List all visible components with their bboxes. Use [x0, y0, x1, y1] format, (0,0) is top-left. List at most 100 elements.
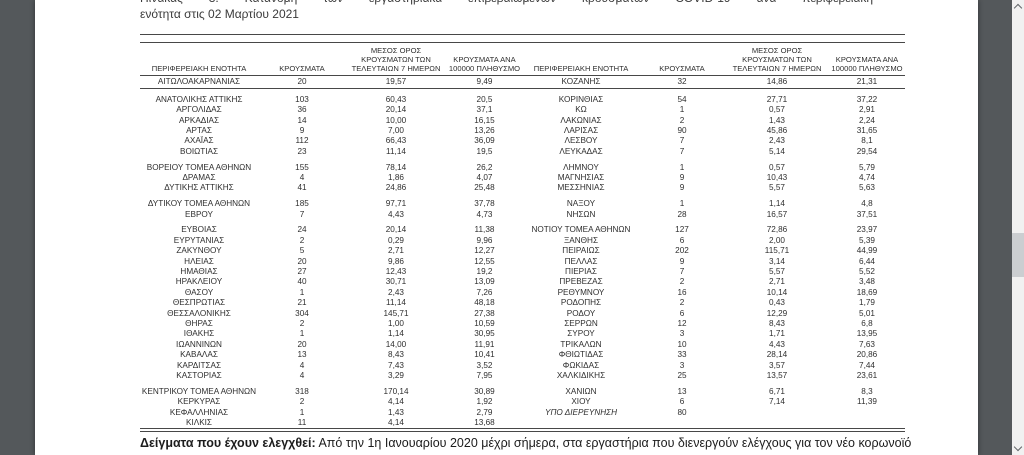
value-cell: 10,14 — [766, 287, 788, 297]
value-cell: 24,86 — [385, 183, 407, 193]
header-avg7-right: ΜΕΣΟΣ ΟΡΟΣ ΚΡΟΥΣΜΑΤΩΝ ΤΩΝ ΤΕΛΕΥΤΑΙΩΝ 7 Η… — [725, 42, 829, 77]
value-cell: 2 — [679, 298, 685, 308]
scroll-down-button[interactable] — [1012, 441, 1024, 455]
value-cell: 0,29 — [388, 235, 404, 245]
value-cell: 25,48 — [474, 183, 495, 193]
value-cell: 13 — [297, 350, 307, 360]
value-cell: 1,92 — [476, 397, 493, 407]
value-cell: 2 — [299, 397, 305, 407]
value-cell: 5 — [299, 246, 305, 256]
value-cell: 3,29 — [388, 371, 404, 381]
region-cell: ΒΟΙΩΤΙΑΣ — [179, 146, 219, 156]
region-cell: ΔΡΑΜΑΣ — [182, 172, 216, 182]
value-cell: 30,89 — [474, 386, 495, 396]
value-cell: 20 — [297, 339, 307, 349]
region-cell: ΚΩ — [575, 105, 587, 115]
value-cell: 13,95 — [856, 329, 878, 339]
value-cell: 72,86 — [766, 225, 788, 235]
value-cell: 13,09 — [474, 277, 495, 287]
header-per100k-left: ΚΡΟΥΣΜΑΤΑ ΑΝΑ 100000 ΠΛΗΘΥΣΜΟ — [446, 42, 523, 77]
value-cell: 10,41 — [474, 350, 495, 360]
value-cell: 3,14 — [769, 256, 785, 266]
value-cell: 12 — [677, 319, 687, 329]
value-cell: 2 — [299, 235, 305, 245]
value-cell: 44,99 — [856, 246, 878, 256]
document-page: Πίνακας 3. Κατανομή των εργαστηριακά επι… — [35, 0, 978, 455]
value-cell: 4,43 — [769, 339, 785, 349]
chevron-up-icon — [1013, 3, 1023, 13]
region-cell: ΑΙΤΩΛΟΑΚΑΡΝΑΝΙΑΣ — [140, 75, 258, 90]
region-cell: ΗΡΑΚΛΕΙΟΥ — [175, 277, 223, 287]
value-cell: 6 — [679, 397, 685, 407]
vertical-scrollbar[interactable] — [1012, 0, 1024, 455]
table-row: ΚΕΦΑΛΛΗΝΙΑΣ 1 1,43 2,79 ΥΠΟ ΔΙΕΡΕΥΝΗΣΗ 80 — [140, 408, 905, 418]
value-cell: 2,79 — [476, 407, 493, 417]
value-cell: 7 — [679, 136, 685, 146]
value-cell: 37,78 — [474, 199, 495, 209]
region-cell: ΥΠΟ ΔΙΕΡΕΥΝΗΣΗ — [545, 407, 617, 417]
value-cell: 60,43 — [385, 94, 407, 104]
value-cell: 2 — [679, 277, 685, 287]
table-row: ΑΙΤΩΛΟΑΚΑΡΝΑΝΙΑΣ 20 19,57 9,49 ΚΟΖΑΝΗΣ 32 14,8… — [140, 75, 905, 90]
value-cell: 11,38 — [474, 225, 495, 235]
value-cell: 11,14 — [386, 298, 406, 308]
value-cell: 23,97 — [856, 225, 878, 235]
value-cell: 185 — [295, 199, 309, 209]
value-cell: 7,95 — [476, 371, 493, 381]
value-cell: 6,8 — [861, 319, 873, 329]
table-row: ΘΑΣΟΥ 1 2,43 7,26 ΡΕΘΥΜΝΟΥ 16 10,14 18,69 — [140, 288, 905, 298]
table-group-5: ΚΕΝΤΡΙΚΟΥ ΤΟΜΕΑ ΑΘΗΝΩΝ 318 170,14 30,89 ΧΑΝΙ… — [140, 387, 905, 429]
table-row: ΗΜΑΘΙΑΣ 27 12,43 19,2 ΠΙΕΡΙΑΣ 7 5,57 5,52 — [140, 267, 905, 277]
region-cell: ΚΕΦΑΛΛΗΝΙΑΣ — [169, 407, 229, 417]
value-cell: 14 — [297, 115, 307, 125]
table-row: ΕΒΡΟΥ 7 4,43 4,73 ΝΗΣΩΝ 28 16,57 37,51 — [140, 210, 905, 220]
value-cell: 1 — [299, 329, 305, 339]
value-cell: 10,59 — [474, 319, 495, 329]
value-cell: 37,51 — [856, 209, 878, 219]
table-row: ΙΩΑΝΝΙΝΩΝ 20 14,00 11,91 ΤΡΙΚΑΛΩΝ 10 4,43 7,63 — [140, 340, 905, 350]
region-cell: ΖΑΚΥΝΘΟΥ — [176, 246, 222, 256]
value-cell: 6 — [679, 235, 685, 245]
value-cell: 1 — [299, 407, 305, 417]
value-cell: 318 — [295, 386, 309, 396]
value-cell: 19,2 — [476, 266, 493, 276]
region-cell: ΝΗΣΩΝ — [566, 209, 596, 219]
clipped-text: Πίνακας 3. Κατανομή των εργαστηριακά επι… — [140, 0, 873, 5]
region-cell: ΑΡΤΑΣ — [186, 125, 212, 135]
value-cell: 28 — [677, 209, 687, 219]
value-cell: 5,63 — [859, 183, 875, 193]
region-cell: ΕΥΒΟΙΑΣ — [181, 225, 217, 235]
region-cell: ΝΑΞΟΥ — [566, 199, 596, 209]
value-cell: 2,91 — [859, 105, 875, 115]
value-cell: 4,73 — [476, 209, 493, 219]
region-cell: ΘΕΣΠΡΩΤΙΑΣ — [172, 298, 226, 308]
table-row: ΒΟΙΩΤΙΑΣ 23 11,14 19,5 ΛΕΥΚΑΔΑΣ 7 5,14 29,54 — [140, 147, 905, 157]
table-bottom-rule — [140, 431, 905, 433]
scrollbar-thumb[interactable] — [1012, 233, 1024, 277]
value-cell: 13,26 — [474, 125, 495, 135]
value-cell: 12,29 — [766, 308, 788, 318]
value-cell: 5,14 — [769, 146, 785, 156]
value-cell: 4,74 — [859, 172, 875, 182]
value-cell: 9 — [679, 172, 685, 182]
region-cell: ΙΘΑΚΗΣ — [183, 329, 215, 339]
region-cell: ΡΕΘΥΜΝΟΥ — [557, 287, 605, 297]
value-cell: 30,71 — [385, 277, 407, 287]
value-cell: 6 — [679, 308, 685, 318]
region-cell: ΧΑΛΚΙΔΙΚΗΣ — [556, 371, 606, 381]
value-cell: 13,68 — [474, 418, 495, 428]
value-cell: 0,57 — [769, 162, 785, 172]
scroll-up-button[interactable] — [1012, 0, 1024, 14]
value-cell: 37,22 — [856, 94, 878, 104]
value-cell: 7,26 — [476, 287, 493, 297]
regional-table-wrap: ΠΕΡΙΦΕΡΕΙΑΚΗ ΕΝΟΤΗΤΑ ΚΡΟΥΣΜΑΤΑ ΜΕΣΟΣ ΟΡΟ… — [140, 34, 905, 433]
value-cell: 23 — [297, 146, 307, 156]
chevron-down-icon — [1013, 442, 1023, 452]
value-cell: 14,00 — [385, 339, 407, 349]
header-region-right: ΠΕΡΙΦΕΡΕΙΑΚΗ ΕΝΟΤΗΤΑ — [523, 42, 639, 77]
value-cell: 9 — [679, 183, 685, 193]
region-cell: ΝΟΤΙΟΥ ΤΟΜΕΑ ΑΘΗΝΩΝ — [531, 225, 631, 235]
value-cell: 7,63 — [859, 339, 875, 349]
value-cell: 66,43 — [385, 136, 407, 146]
region-cell — [523, 418, 639, 429]
